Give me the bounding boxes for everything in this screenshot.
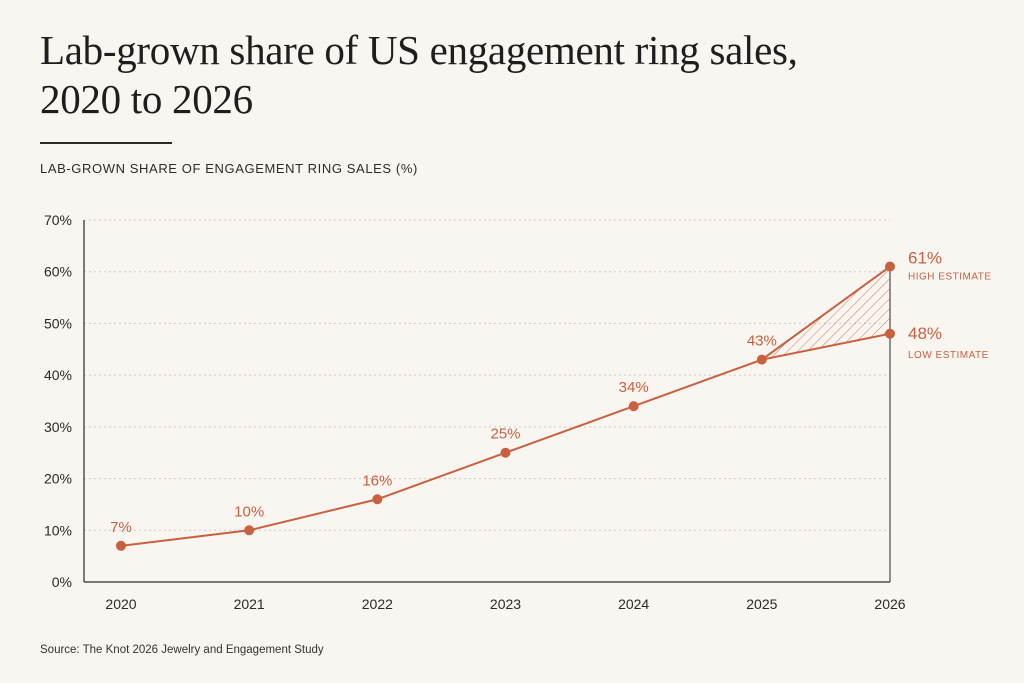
- x-tick-label: 2022: [362, 596, 393, 612]
- high-estimate-line: [761, 265, 891, 361]
- y-axis-title: LAB-GROWN SHARE OF ENGAGEMENT RING SALES…: [40, 161, 418, 176]
- data-point: [244, 525, 255, 536]
- x-tick-label: 2025: [746, 596, 777, 612]
- low-estimate-caption: LOW ESTIMATE: [908, 350, 989, 361]
- y-tick-label: 30%: [44, 419, 72, 435]
- y-tick-label: 20%: [44, 471, 72, 487]
- series-line: [120, 358, 763, 547]
- high-estimate-point: [885, 261, 895, 272]
- x-tick-label: 2024: [618, 596, 649, 612]
- data-point: [756, 354, 767, 365]
- y-tick-label: 70%: [44, 212, 72, 228]
- y-tick-label: 40%: [44, 367, 72, 383]
- data-label: 10%: [234, 503, 264, 520]
- data-label: 34%: [619, 379, 649, 396]
- y-tick-label: 10%: [44, 522, 72, 538]
- low-estimate-point: [885, 328, 895, 339]
- y-tick-label: 60%: [44, 264, 72, 280]
- data-label: 16%: [362, 472, 392, 489]
- data-point: [628, 401, 639, 412]
- data-label: 7%: [110, 519, 132, 536]
- y-tick-label: 0%: [52, 574, 72, 590]
- high-estimate-value: 61%: [908, 249, 942, 268]
- data-label: 25%: [490, 426, 520, 443]
- low-estimate-line: [761, 332, 891, 361]
- y-tick-label: 50%: [44, 315, 72, 331]
- data-point: [372, 494, 383, 505]
- x-tick-label: 2026: [874, 596, 905, 612]
- source-note: Source: The Knot 2026 Jewelry and Engage…: [40, 644, 324, 656]
- x-tick-label: 2020: [105, 596, 136, 612]
- high-estimate-caption: HIGH ESTIMATE: [908, 272, 992, 283]
- x-tick-label: 2023: [490, 596, 521, 612]
- low-estimate-value: 48%: [908, 324, 942, 343]
- chart-title: Lab-grown share of US engagement ring sa…: [40, 27, 798, 122]
- data-label: 43%: [747, 333, 777, 350]
- title-rule: [40, 142, 172, 144]
- data-point: [500, 447, 511, 458]
- data-point: [116, 540, 126, 551]
- x-tick-label: 2021: [234, 596, 265, 612]
